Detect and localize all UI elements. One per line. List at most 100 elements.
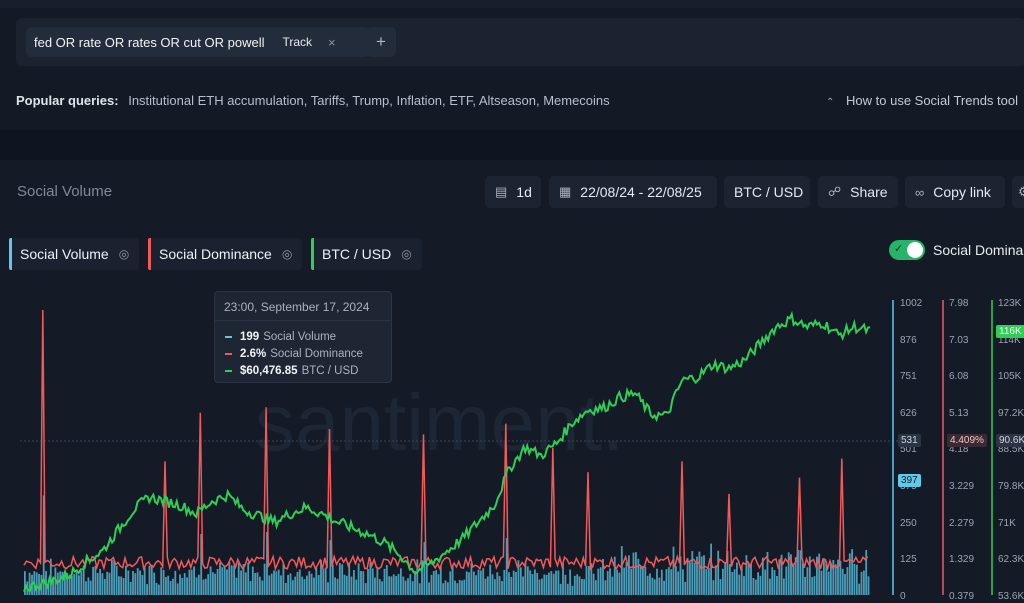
metric-social-dominance[interactable]: Social Dominance ◎ bbox=[148, 238, 303, 270]
axis-tick-label: 7.98 bbox=[949, 298, 969, 309]
volume-bar bbox=[247, 562, 250, 595]
volume-bar bbox=[712, 580, 715, 595]
volume-bar bbox=[609, 568, 611, 595]
eye-icon[interactable]: ◎ bbox=[281, 247, 293, 261]
volume-bar bbox=[49, 558, 52, 595]
query-chip[interactable]: fed OR rate OR rates OR cut OR powell Tr… bbox=[26, 27, 370, 57]
metric-label: Social Dominance bbox=[159, 246, 272, 262]
volume-bar bbox=[263, 563, 266, 595]
volume-bar bbox=[183, 573, 186, 595]
volume-bar bbox=[223, 566, 226, 595]
volume-bar bbox=[776, 576, 778, 595]
volume-bar bbox=[301, 576, 304, 595]
volume-bar bbox=[541, 578, 543, 595]
volume-bar bbox=[320, 559, 322, 595]
social-dominance-toggle[interactable]: ✓ bbox=[889, 240, 925, 260]
axis-tick-label: 62.3K bbox=[998, 554, 1024, 566]
metric-social-volume[interactable]: Social Volume ◎ bbox=[9, 238, 140, 270]
interval-button[interactable]: ▤ 1d bbox=[485, 176, 541, 208]
settings-button[interactable]: ⚙ bbox=[1012, 176, 1024, 208]
volume-bar bbox=[148, 565, 151, 595]
pair-button[interactable]: BTC / USD bbox=[724, 176, 810, 208]
volume-bar bbox=[416, 559, 419, 595]
eye-icon[interactable]: ◎ bbox=[401, 247, 412, 261]
volume-bar bbox=[571, 585, 574, 595]
volume-bar bbox=[651, 577, 654, 595]
volume-bar bbox=[486, 576, 489, 595]
volume-bar bbox=[769, 578, 771, 595]
axis-tick-label: 79.8K bbox=[998, 481, 1024, 492]
volume-bar bbox=[411, 581, 414, 595]
volume-bar bbox=[78, 575, 80, 595]
volume-bar bbox=[216, 569, 219, 595]
volume-bar bbox=[400, 568, 402, 595]
volume-bar bbox=[649, 573, 651, 595]
add-query-button[interactable]: + bbox=[366, 27, 396, 57]
tooltip-row-price: $60,476.85 BTC / USD bbox=[225, 365, 358, 377]
volume-bar bbox=[172, 578, 174, 595]
section-title: Social Volume bbox=[17, 183, 113, 200]
axis-tick-label: 751 bbox=[900, 371, 917, 383]
volume-bar bbox=[61, 571, 64, 595]
tooltip-label: Social Dominance bbox=[270, 348, 363, 360]
volume-bar bbox=[813, 576, 816, 595]
volume-bar bbox=[385, 565, 388, 595]
metric-label: Social Volume bbox=[20, 246, 109, 262]
volume-bar bbox=[233, 565, 235, 595]
volume-bar bbox=[717, 550, 720, 595]
volume-bar bbox=[165, 577, 167, 595]
chart-canvas[interactable]: santiment. bbox=[0, 290, 1024, 603]
volume-bar bbox=[132, 571, 134, 595]
volume-bar bbox=[92, 566, 94, 595]
volume-bar bbox=[204, 578, 207, 595]
volume-bar bbox=[435, 570, 438, 595]
date-range-button[interactable]: ▦ 22/08/24 - 22/08/25 bbox=[549, 176, 717, 208]
volume-bar bbox=[635, 552, 637, 595]
legend-dash bbox=[225, 336, 232, 338]
volume-bar bbox=[785, 566, 788, 595]
volume-bar bbox=[367, 569, 369, 595]
volume-bar bbox=[378, 579, 381, 595]
volume-bar bbox=[437, 574, 440, 595]
volume-bar bbox=[47, 582, 50, 595]
volume-bar bbox=[529, 570, 532, 595]
volume-bar bbox=[559, 583, 562, 595]
volume-bar bbox=[844, 574, 846, 595]
volume-bar bbox=[94, 565, 97, 595]
tooltip-label: Social Volume bbox=[263, 331, 337, 343]
volume-bar bbox=[155, 582, 158, 595]
volume-bar bbox=[143, 567, 146, 595]
volume-bar bbox=[360, 571, 362, 595]
pair-label: BTC / USD bbox=[734, 184, 804, 200]
metric-color-bar bbox=[311, 238, 314, 270]
share-button[interactable]: ☍ Share bbox=[818, 176, 898, 208]
volume-bar bbox=[714, 565, 717, 595]
track-button[interactable]: Track bbox=[282, 35, 313, 49]
volume-bar bbox=[618, 572, 621, 595]
eye-icon[interactable]: ◎ bbox=[118, 247, 130, 261]
volume-bar bbox=[637, 558, 640, 595]
volume-bar bbox=[409, 574, 412, 595]
metric-color-bar bbox=[9, 238, 12, 270]
volume-bar bbox=[592, 573, 595, 595]
volume-bar bbox=[557, 570, 560, 595]
volume-bar bbox=[555, 570, 557, 595]
volume-bar bbox=[449, 571, 452, 595]
volume-bar bbox=[242, 564, 245, 595]
volume-bar bbox=[228, 561, 231, 595]
volume-bar bbox=[512, 570, 515, 595]
volume-bar bbox=[287, 574, 289, 595]
popular-queries-list[interactable]: Institutional ETH accumulation, Tariffs,… bbox=[128, 93, 610, 108]
copy-link-button[interactable]: ∞ Copy link bbox=[905, 176, 1005, 208]
volume-bar bbox=[451, 566, 454, 595]
volume-bar bbox=[628, 555, 630, 595]
volume-bar bbox=[588, 566, 590, 595]
volume-bar bbox=[221, 567, 224, 595]
volume-bar bbox=[477, 569, 480, 595]
close-icon[interactable]: × bbox=[328, 34, 336, 50]
metric-btc-usd[interactable]: BTC / USD ◎ bbox=[311, 238, 422, 270]
how-to-use-link[interactable]: ⌃ How to use Social Trends tool bbox=[826, 93, 1018, 108]
volume-bar bbox=[197, 574, 200, 595]
volume-bar bbox=[303, 579, 306, 595]
volume-bar bbox=[792, 565, 795, 595]
